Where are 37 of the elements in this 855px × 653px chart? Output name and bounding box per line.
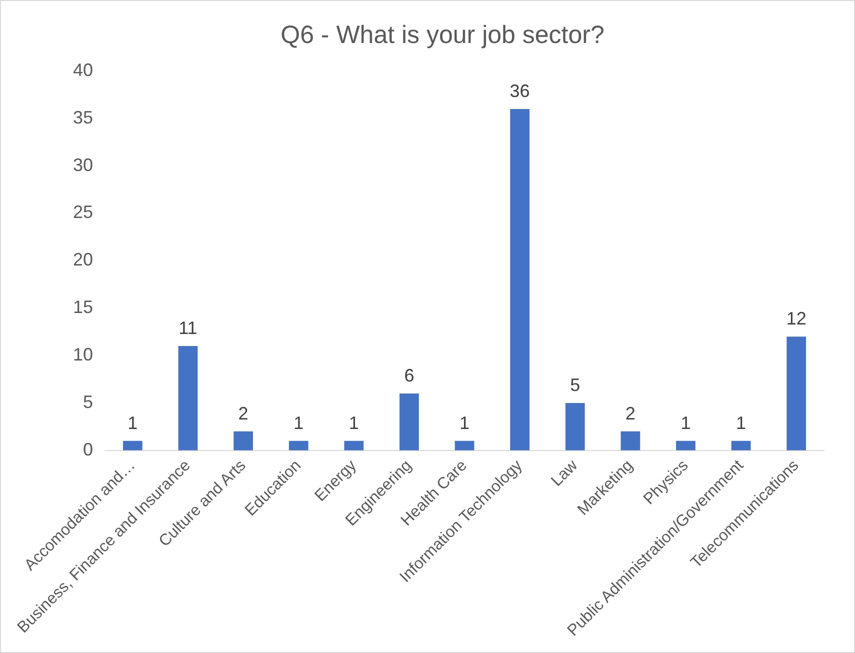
data-label: 1 [460,412,470,433]
bar [344,440,364,450]
bar [620,431,640,450]
x-tick-label: Law [548,456,582,490]
data-label: 1 [736,412,746,433]
y-tick-label: 25 [72,202,94,222]
bar [400,393,419,450]
data-label: 6 [404,365,414,386]
bar [288,440,308,450]
bar [122,440,142,450]
bar [510,108,530,450]
data-label: 36 [510,80,530,101]
data-label: 1 [128,412,138,433]
bar [234,431,253,450]
data-label: 1 [680,412,691,433]
y-tick-label: 10 [72,344,94,365]
y-tick-label: 5 [83,392,94,412]
data-label: 2 [625,403,636,424]
bar [731,440,751,450]
y-tick-label: 15 [72,297,94,318]
data-label: 2 [238,403,248,424]
data-label: 11 [178,318,198,338]
chart-title: Q6 - What is your job sector? [280,20,604,49]
data-label: 12 [786,308,806,329]
y-tick-label: 20 [72,250,94,270]
data-label: 1 [348,412,359,433]
y-tick-label: 30 [72,154,94,175]
data-label: 1 [294,412,304,433]
bar [676,440,696,450]
bar [786,336,806,450]
bar [178,346,198,450]
y-tick-label: 40 [72,60,94,80]
y-tick-label: 0 [83,439,94,460]
bar [565,402,585,450]
data-label: 5 [570,374,580,395]
y-tick-label: 35 [72,107,94,128]
bar [454,440,474,450]
